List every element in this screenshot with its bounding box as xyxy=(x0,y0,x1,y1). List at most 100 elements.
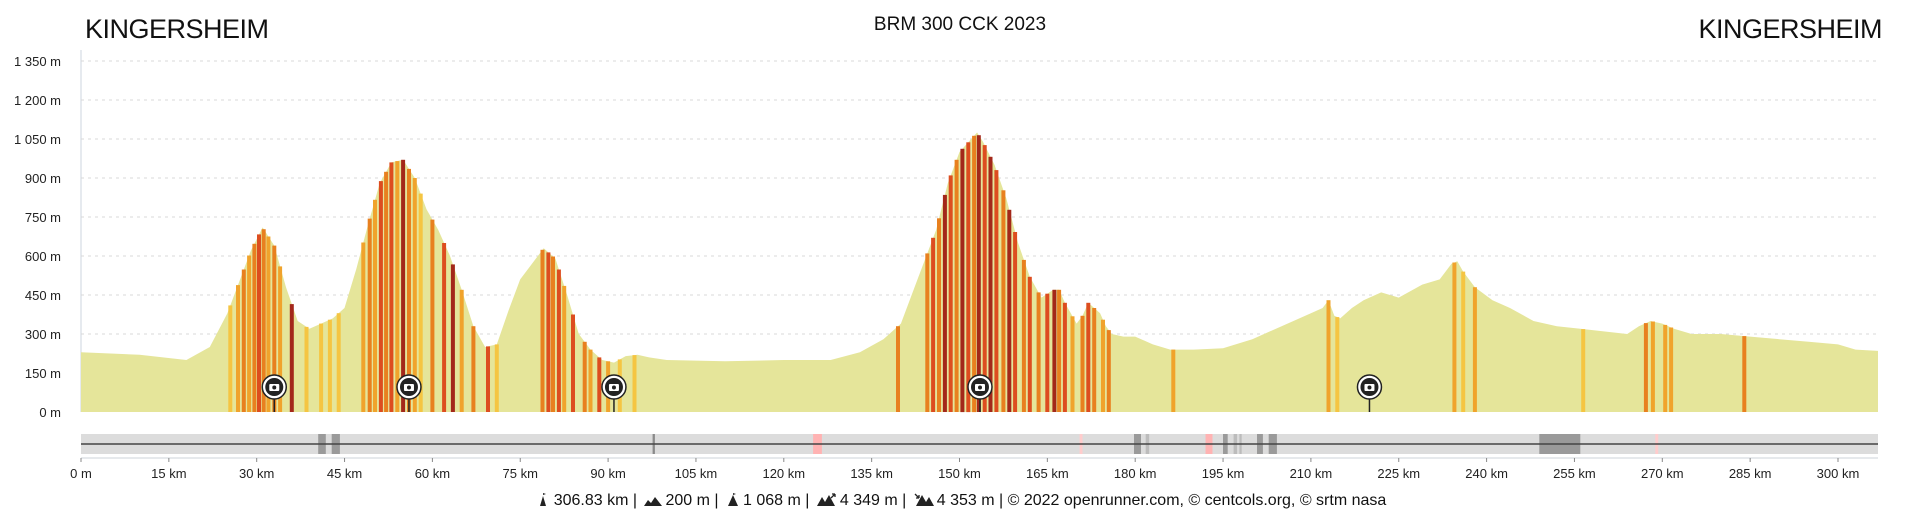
slope-stripe xyxy=(266,236,271,412)
slope-stripe xyxy=(976,135,981,412)
max-altitude-value: 1 068 m xyxy=(743,492,801,509)
x-tick-label: 225 km xyxy=(1377,466,1420,481)
slope-stripe xyxy=(1057,289,1062,412)
camera-lens xyxy=(977,385,982,390)
y-tick-label: 0 m xyxy=(39,405,61,420)
slope-stripe xyxy=(1045,293,1050,412)
x-tick-label: 0 m xyxy=(70,466,92,481)
y-tick-label: 300 m xyxy=(25,327,61,342)
slope-stripe xyxy=(228,305,233,412)
slope-stripe xyxy=(1472,287,1477,412)
slope-stripe xyxy=(597,357,602,412)
slope-stripe xyxy=(378,181,383,412)
slope-stripe xyxy=(412,178,417,412)
slope-stripe xyxy=(1101,319,1105,412)
slope-stripe xyxy=(632,355,637,412)
slope-stripe xyxy=(925,253,930,412)
slope-stripe xyxy=(948,175,953,412)
slope-stripe xyxy=(494,344,499,412)
slope-stripe xyxy=(966,142,971,413)
slope-stripe xyxy=(1086,302,1091,412)
slope-stripe xyxy=(1080,315,1085,412)
x-tick-label: 45 km xyxy=(327,466,362,481)
slope-stripe xyxy=(1171,349,1176,412)
slope-stripe xyxy=(1070,316,1075,412)
photo-markers xyxy=(261,374,1383,412)
slope-stripe xyxy=(1742,336,1747,412)
distance-icon xyxy=(536,493,552,511)
x-tick-label: 60 km xyxy=(415,466,450,481)
x-tick-label: 255 km xyxy=(1553,466,1596,481)
y-tick-label: 750 m xyxy=(25,210,61,225)
descent-value: 4 353 m xyxy=(936,492,995,509)
slope-stripe xyxy=(556,269,561,412)
y-tick-label: 150 m xyxy=(25,366,61,381)
photo-marker xyxy=(261,374,288,412)
slope-stripe xyxy=(994,170,999,412)
x-axis: 0 m 15 km 30 km 45 km 60 km 75 km 90 km 105 km 1… xyxy=(70,457,1878,481)
slope-stripe xyxy=(459,289,464,412)
y-tick-label: 450 m xyxy=(25,288,61,303)
slope-stripe xyxy=(960,148,965,413)
y-tick-label: 900 m xyxy=(25,171,61,186)
slope-stripe xyxy=(327,319,332,412)
camera-lens xyxy=(1367,385,1372,390)
slope-stripe xyxy=(1335,317,1340,412)
slope-stripe xyxy=(241,269,246,412)
slope-stripe xyxy=(540,249,545,412)
slope-stripe xyxy=(252,243,257,412)
slope-stripe xyxy=(1669,327,1674,412)
x-tick-label: 135 km xyxy=(850,466,893,481)
slope-stripe xyxy=(896,326,900,412)
slope-stripe xyxy=(367,218,372,412)
chart-title: BRM 300 CCK 2023 xyxy=(873,14,1047,35)
slope-stripe xyxy=(1663,324,1668,412)
x-tick-label: 300 km xyxy=(1817,466,1860,481)
slope-stripe xyxy=(1643,323,1648,412)
slope-stripe xyxy=(247,255,252,412)
slope-stripe xyxy=(546,252,551,412)
slope-stripe xyxy=(450,264,455,412)
slope-stripe xyxy=(582,341,587,412)
ascent-value: 4 349 m xyxy=(839,492,898,509)
y-tick-label: 1 350 m xyxy=(14,54,61,69)
slope-stripe xyxy=(588,349,593,412)
slope-stripe xyxy=(942,194,947,412)
slope-stripe xyxy=(1007,209,1012,412)
x-tick-label: 180 km xyxy=(1114,466,1157,481)
route-stats: 306.83 km | 200 m | 1 068 m | 4 349 m | … xyxy=(0,493,1920,511)
slope-stripe xyxy=(430,219,435,412)
slope-stripe xyxy=(931,237,936,412)
slope-stripe xyxy=(1092,308,1097,412)
x-tick-label: 165 km xyxy=(1026,466,1069,481)
slope-stripe xyxy=(954,159,959,412)
slope-stripe xyxy=(1650,321,1655,412)
slope-stripe xyxy=(972,135,977,413)
x-tick-label: 30 km xyxy=(239,466,274,481)
slope-stripe xyxy=(319,323,324,412)
slope-stripe xyxy=(304,326,309,412)
x-tick-label: 285 km xyxy=(1729,466,1772,481)
x-tick-label: 105 km xyxy=(675,466,718,481)
slope-stripe xyxy=(236,285,240,412)
slope-stripe xyxy=(384,171,389,412)
slope-stripe xyxy=(336,313,341,412)
slope-stripe xyxy=(1052,289,1057,412)
slope-stripe xyxy=(272,245,277,412)
y-tick-label: 1 050 m xyxy=(14,132,61,147)
x-tick-label: 120 km xyxy=(762,466,805,481)
descent-icon xyxy=(913,493,935,511)
x-tick-label: 195 km xyxy=(1202,466,1245,481)
slope-stripe xyxy=(988,156,993,412)
slope-stripe xyxy=(562,285,567,412)
slope-stripe xyxy=(407,168,411,412)
start-location-label: KINGERSHEIM xyxy=(85,14,269,44)
elevation-profile-chart: 0 m 150 m 300 m 450 m 600 m 750 m 900 m 1 050 m… xyxy=(14,50,1878,481)
slope-stripe xyxy=(982,145,987,412)
min-altitude-icon xyxy=(643,493,663,511)
slope-stripe xyxy=(1013,232,1018,412)
slope-stripe xyxy=(418,193,423,412)
camera-lens xyxy=(272,385,277,390)
slope-stripe xyxy=(278,266,283,412)
slope-stripe xyxy=(361,242,366,412)
